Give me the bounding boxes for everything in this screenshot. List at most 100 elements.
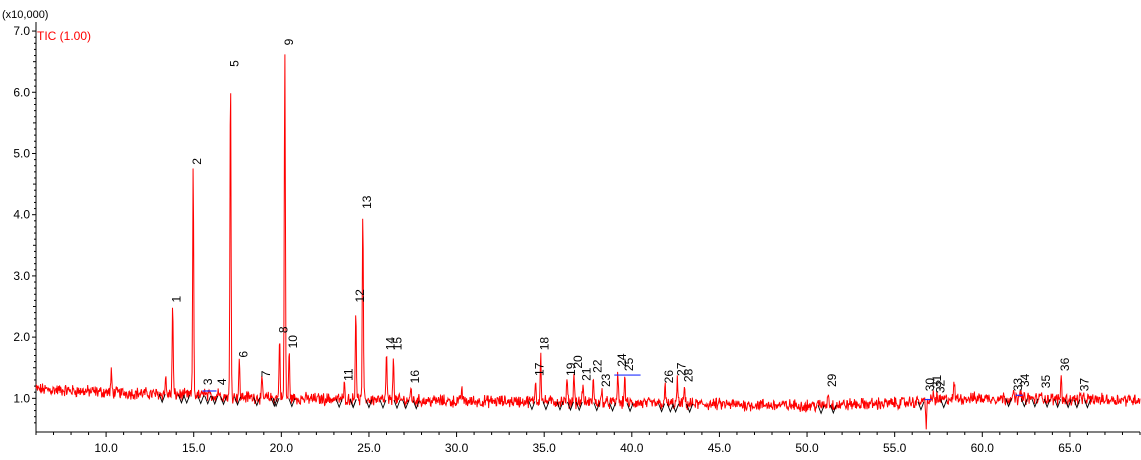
peak-label: 6 [236,351,250,358]
peak-label: 33 [1011,378,1025,392]
integration-mark [609,402,616,413]
peak-label: 17 [532,362,546,376]
peak-label: 23 [599,373,613,387]
y-tick-label: 2.0 [13,330,30,344]
integration-mark [183,394,191,405]
integration-mark [556,401,564,412]
integration-mark [940,399,948,409]
integration-mark [211,395,219,406]
integration-mark [917,401,925,411]
integration-mark [379,399,387,410]
peak-label: 25 [622,357,636,371]
peak-label: 21 [580,367,594,381]
peak-label: 28 [681,368,695,382]
integration-mark [272,397,280,408]
integration-mark [402,400,410,410]
y-tick-label: 1.0 [13,391,30,405]
baseline-segments [202,374,1023,401]
integration-mark [220,396,227,406]
integration-mark [666,403,674,414]
integration-mark [234,396,241,407]
integration-mark [528,401,536,411]
integration-mark [349,399,357,409]
x-axis: 10.0 15.0 20.0 25.0 30.0 35.0 40.0 45.0 50.0 55.0… [35,431,1141,455]
peak-label: 27 [674,362,688,376]
integration-mark [1031,398,1039,409]
integration-mark [335,398,343,409]
peak-label: 35 [1039,375,1053,389]
peak-label: 24 [615,353,629,367]
integration-mark [1073,399,1081,409]
peak-label: 29 [825,373,839,387]
x-tick-label: 65.0 [1058,441,1082,455]
y-tick-label: 7.0 [13,24,30,38]
peak-label: 36 [1058,357,1072,371]
x-tick-label: 60.0 [971,441,995,455]
peak-label: 15 [390,337,404,351]
y-tick-label: 3.0 [13,269,30,283]
integration-mark [1043,398,1051,409]
peak-label: 2 [190,158,204,165]
series-label: TIC (1.00) [37,29,91,43]
integration-mark [567,401,574,412]
integration-mark [658,403,666,413]
integration-mark [593,402,601,412]
y-tick-label: 6.0 [13,85,30,99]
peak-label: 18 [538,337,552,351]
integration-mark [829,404,837,415]
peak-label: 5 [228,60,242,67]
integration-mark [1054,399,1062,409]
integration-mark [253,397,261,407]
peak-label: 13 [360,195,374,209]
x-tick-label: 15.0 [182,441,206,455]
y-scale-factor-label: (x10,000) [2,9,48,21]
peak-label: 9 [282,38,296,45]
integration-mark [1084,399,1091,409]
integration-mark [204,395,212,406]
integration-mark [542,401,550,411]
integration-mark [178,394,185,405]
peak-label: 3 [201,378,215,385]
integration-mark [1005,398,1012,408]
x-tick-label: 20.0 [270,441,294,455]
integration-mark [158,394,166,404]
peak-label: 22 [590,359,604,373]
peak-label: 1 [170,296,184,303]
peak-labels: 123 4567891011121314151617181920212223242… [170,38,1092,393]
integration-mark [288,398,296,408]
peak-label: 19 [564,362,578,376]
peak-label: 16 [408,370,422,384]
x-tick-label: 45.0 [708,441,732,455]
peak-label: 4 [215,378,229,385]
integration-mark [393,399,401,410]
x-tick-label: 10.0 [94,441,118,455]
x-tick-label: 40.0 [620,441,644,455]
peak-label: 8 [277,326,291,333]
peak-label: 12 [353,289,367,303]
peak-label: 10 [286,335,300,349]
x-tick-label: 25.0 [357,441,381,455]
integration-mark [412,400,420,410]
x-tick-label: 35.0 [533,441,557,455]
integration-mark [1020,398,1028,408]
integration-marks [158,394,1091,415]
peak-label: 7 [259,370,273,377]
y-tick-label: 5.0 [13,146,30,160]
peak-label: 32 [934,379,948,393]
peak-label: 20 [571,355,585,369]
peak-label: 31 [930,375,944,389]
y-axis: 1.0 2.0 3.0 4.0 5.0 6.0 7.0 [13,22,37,432]
y-tick-label: 4.0 [13,208,30,222]
integration-mark [365,399,373,409]
x-tick-label: 30.0 [445,441,469,455]
x-tick-label: 50.0 [795,441,819,455]
integration-mark [626,403,634,413]
integration-mark [575,401,583,412]
tic-trace [35,54,1141,430]
peak-label: 14 [383,337,397,351]
integration-mark [1064,399,1072,409]
peak-label: 34 [1018,373,1032,387]
tic-trace-line [35,54,1141,430]
peak-label: 11 [341,368,355,381]
